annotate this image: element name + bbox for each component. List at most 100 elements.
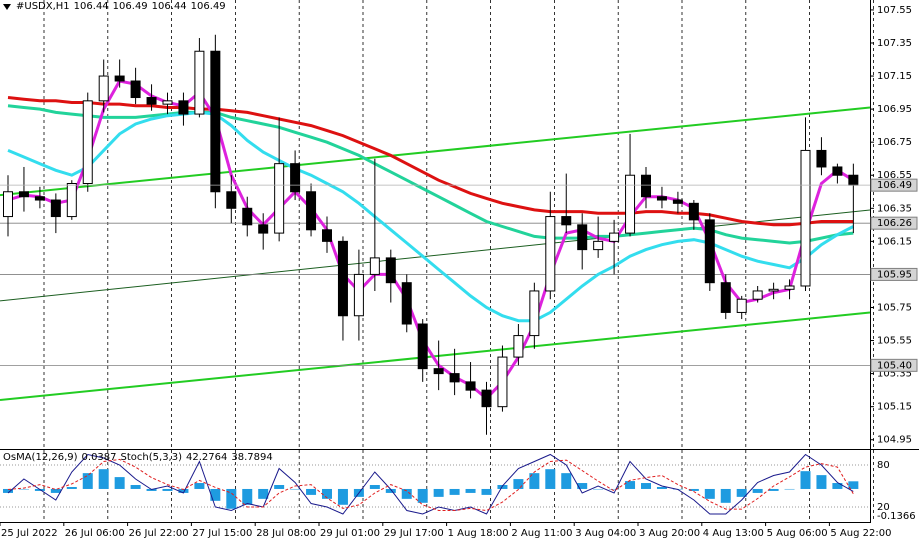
- osma-bar: [800, 471, 811, 489]
- osma-bar: [242, 488, 253, 505]
- price-label-box: [870, 358, 918, 372]
- candle-body: [848, 174, 859, 186]
- osma-bar: [82, 473, 93, 489]
- osma-bar: [210, 488, 221, 501]
- price-label: 105.95: [877, 269, 912, 280]
- candle-body: [162, 100, 173, 105]
- osma-bar: [162, 488, 173, 491]
- candle-body: [465, 381, 476, 391]
- osma-bar: [784, 488, 795, 490]
- osma-bar: [417, 488, 428, 503]
- osma-bar: [66, 486, 77, 489]
- osma-name: OsMA(12,26,9): [3, 452, 78, 463]
- osma-bar: [641, 483, 651, 489]
- osma-bar: [290, 488, 301, 490]
- price-label-box: [870, 178, 918, 192]
- candle-body: [641, 174, 651, 198]
- header-close: 106.49: [190, 1, 226, 12]
- x-tick-label: 5 Aug 06:00: [767, 528, 828, 539]
- y-tick-label: 20: [877, 502, 890, 513]
- y-tick-label: 106.95: [877, 104, 912, 115]
- osma-bar: [561, 473, 572, 489]
- x-tick-label: 26 Jul 06:00: [65, 528, 125, 539]
- osma-bar: [98, 469, 109, 489]
- y-tick-label: 107.55: [877, 5, 912, 16]
- candle-body: [832, 166, 843, 176]
- osma-bar: [130, 485, 141, 489]
- osma-bar: [194, 483, 205, 489]
- candle-body: [545, 216, 556, 292]
- osma-bar: [832, 483, 843, 489]
- x-tick-label: 29 Jul 01:00: [320, 528, 380, 539]
- y-tick-label: 80: [877, 460, 890, 471]
- candle-body: [242, 207, 253, 226]
- price-label: 106.49: [877, 180, 912, 191]
- osma-bar: [577, 483, 588, 489]
- osma-bar: [497, 485, 508, 489]
- candle-body: [816, 149, 827, 168]
- price-label: 105.40: [877, 360, 912, 371]
- candle-body: [625, 174, 636, 234]
- osma-bar: [736, 488, 747, 497]
- candle-body: [3, 191, 13, 218]
- y-tick-label: 106.75: [877, 137, 912, 148]
- osma-bar: [337, 488, 348, 505]
- candle-body: [178, 100, 189, 115]
- chart-header: #USDX,H1 106.44 106.49 106.44 106.49: [16, 1, 226, 12]
- osma-bar: [114, 477, 125, 489]
- candle-body: [433, 368, 444, 375]
- osma-bar: [322, 488, 332, 499]
- trend-line: [0, 311, 871, 402]
- osma-bar: [50, 488, 61, 493]
- osma-bar: [3, 488, 13, 493]
- x-tick-label: 4 Aug 13:00: [703, 528, 764, 539]
- trend-line: [0, 209, 871, 302]
- osma-bar: [385, 488, 396, 493]
- x-tick-label: 3 Aug 04:00: [575, 528, 636, 539]
- candle-body: [736, 298, 747, 313]
- candle-body: [720, 282, 731, 313]
- candle-body: [529, 290, 540, 337]
- trend-line: [0, 106, 871, 197]
- osma-bar: [449, 488, 460, 495]
- osma-bar: [178, 488, 189, 493]
- y-tick-label: 106.55: [877, 170, 912, 181]
- candle-body: [577, 224, 588, 251]
- candle-body: [800, 149, 811, 287]
- candle-body: [672, 199, 683, 204]
- osma-bar: [226, 488, 237, 509]
- osma-bar: [752, 488, 763, 493]
- candle-body: [34, 196, 45, 201]
- collapse-arrow[interactable]: [3, 4, 11, 10]
- candle-body: [593, 240, 604, 251]
- osma-bar: [593, 488, 604, 490]
- y-tick-label: 105.35: [877, 369, 912, 380]
- osma-bar: [274, 485, 285, 489]
- candle-body: [353, 273, 364, 317]
- y-tick-label: 106.15: [877, 236, 912, 247]
- candle-body: [449, 373, 460, 383]
- y-tick-label: 106.35: [877, 203, 912, 214]
- price-label-box: [870, 216, 918, 230]
- y2-tick-label: -0.1366: [877, 511, 916, 522]
- y-tick-label: 104.95: [877, 435, 912, 446]
- osma-bar: [720, 488, 731, 503]
- osma-bar: [545, 469, 556, 489]
- candle-body: [146, 97, 157, 105]
- header-open: 106.44: [73, 1, 109, 12]
- symbol-title: #USDX,H1: [16, 1, 70, 12]
- stoch-signal-value: 38.7894: [231, 452, 273, 463]
- osma-bar: [704, 488, 715, 499]
- candle-body: [752, 290, 763, 300]
- x-tick-label: 27 Jul 15:00: [192, 528, 252, 539]
- candle-body: [497, 356, 508, 408]
- osma-value: 0.0387: [81, 452, 117, 463]
- candle-body: [385, 257, 396, 284]
- osma-bar: [609, 488, 620, 490]
- candle-body: [114, 75, 125, 82]
- osma-bar: [513, 479, 524, 489]
- osma-bar: [816, 475, 827, 489]
